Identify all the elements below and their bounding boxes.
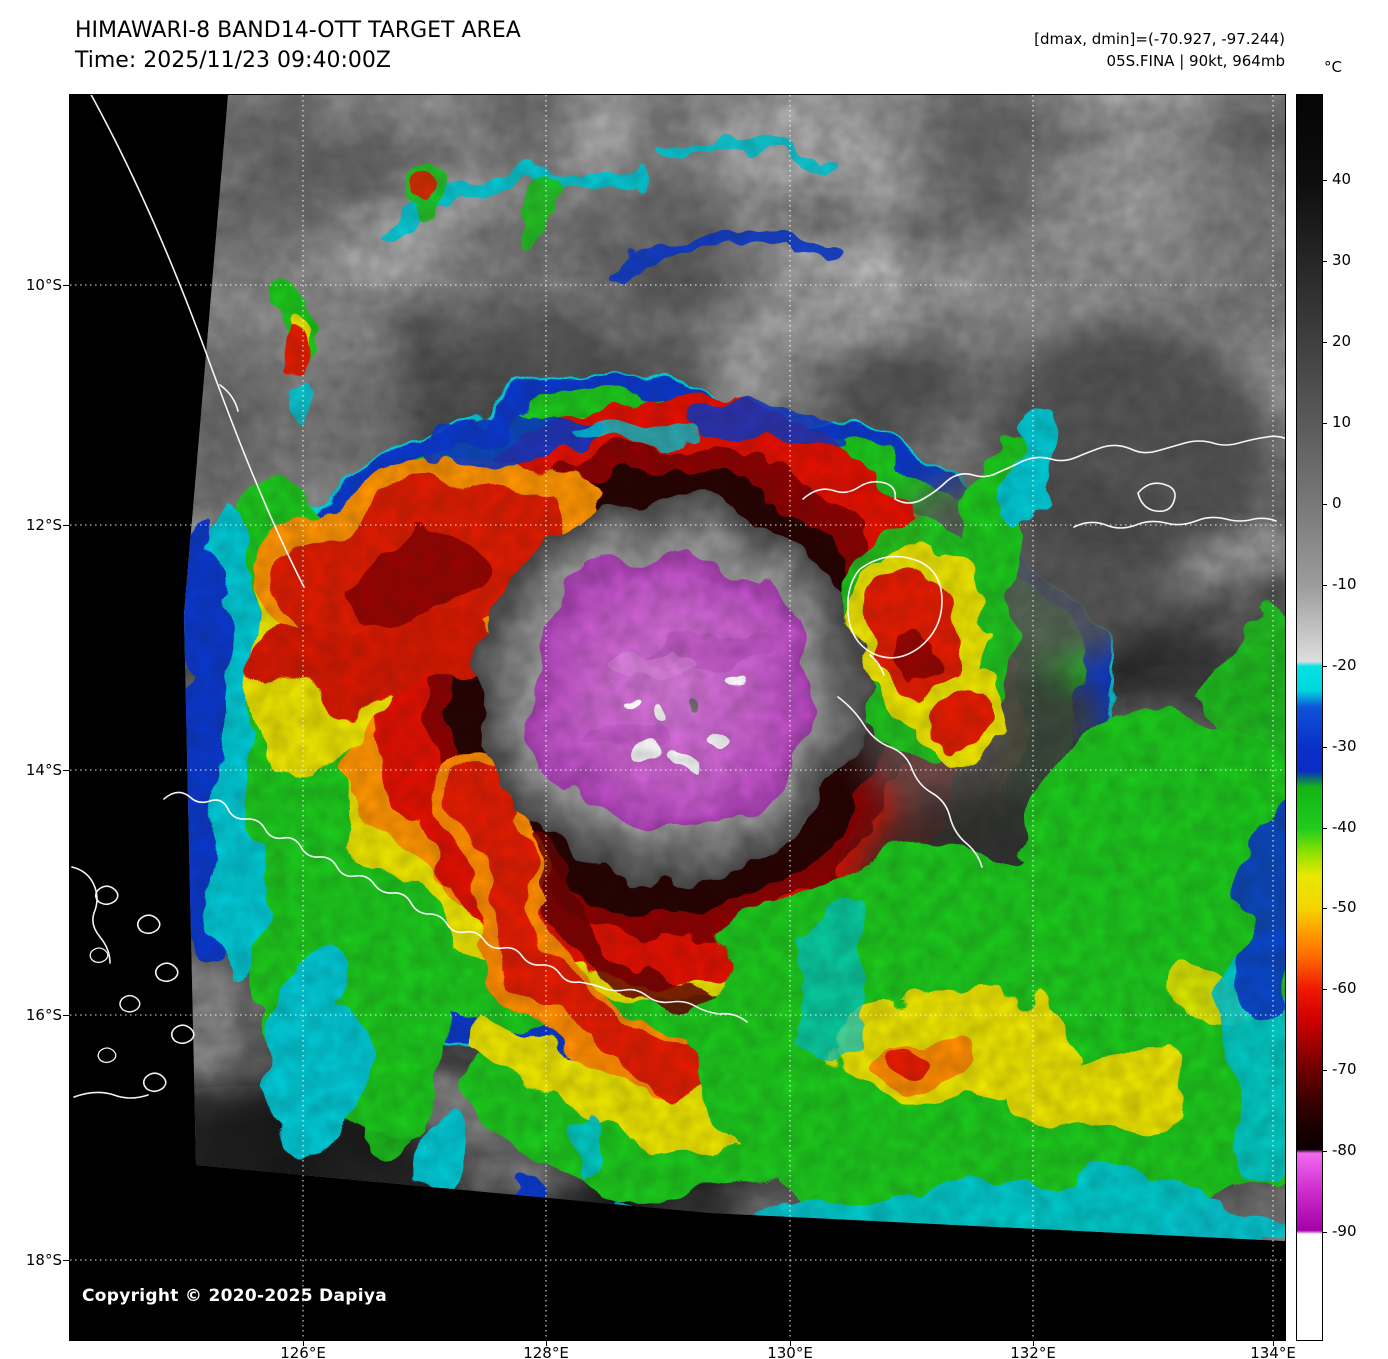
colorbar-tick	[1322, 1070, 1327, 1071]
lon-axis-label: 132°E	[1010, 1344, 1056, 1359]
colorbar-tick-label: 0	[1332, 494, 1342, 512]
lat-axis-label: 18°S	[25, 1251, 62, 1269]
colorbar-tick-label: -60	[1332, 979, 1357, 997]
colorbar-tick	[1322, 423, 1327, 424]
satellite-data-swath	[184, 95, 1285, 1241]
storm-info: 05S.FINA | 90kt, 964mb	[1106, 52, 1285, 70]
colorbar-tick-label: 10	[1332, 413, 1352, 431]
lat-tick	[63, 1015, 70, 1016]
lon-axis-label: 130°E	[767, 1344, 813, 1359]
lon-tick	[1033, 1340, 1034, 1346]
colorbar-tick	[1322, 908, 1327, 909]
colorbar-tick-label: -50	[1332, 898, 1357, 916]
colorbar-tick	[1322, 261, 1327, 262]
colorbar-tick-label: -20	[1332, 656, 1357, 674]
colorbar-tick-label: 20	[1332, 332, 1352, 350]
lat-axis-label: 16°S	[25, 1006, 62, 1024]
colorbar-tick-label: -10	[1332, 575, 1357, 593]
colorbar-tick-label: -70	[1332, 1060, 1357, 1078]
colorbar-tick-label: -90	[1332, 1222, 1357, 1240]
coastline-west-kimberley	[71, 866, 149, 1099]
colorbar-tick-label: 30	[1332, 251, 1352, 269]
dmax-dmin-readout: [dmax, dmin]=(-70.927, -97.244)	[1034, 30, 1285, 48]
lat-axis-label: 14°S	[25, 761, 62, 779]
lat-axis-label: 10°S	[25, 276, 62, 294]
island-hook	[1137, 482, 1176, 513]
lat-tick	[63, 525, 70, 526]
coastline-kimberley	[163, 791, 748, 1023]
lon-axis-label: 134°E	[1250, 1344, 1296, 1359]
coastlines	[71, 95, 1285, 1099]
colorbar-tick	[1322, 342, 1327, 343]
header-right-readouts: [dmax, dmin]=(-70.927, -97.244) 05S.FINA…	[1034, 28, 1285, 72]
coastline-timor	[90, 95, 305, 588]
lat-axis-label: 12°S	[25, 516, 62, 534]
colorbar-tick-label: -30	[1332, 737, 1357, 755]
lon-axis-label: 128°E	[523, 1344, 569, 1359]
island-melville	[846, 555, 943, 659]
colorbar-tick	[1322, 180, 1327, 181]
lon-axis-label: 126°E	[280, 1344, 326, 1359]
colorbar-tick	[1322, 747, 1327, 748]
colorbar-tick-label: -40	[1332, 818, 1357, 836]
colorbar-tick	[1322, 989, 1327, 990]
satellite-map: Copyright © 2020-2025 Dapiya	[69, 94, 1286, 1341]
colorbar-tick	[1322, 1151, 1327, 1152]
colorbar-tick	[1322, 666, 1327, 667]
lon-tick	[546, 1340, 547, 1346]
satellite-image	[70, 95, 1285, 1340]
colorbar-tick	[1322, 1232, 1327, 1233]
colorbar-tick	[1322, 828, 1327, 829]
copyright-watermark: Copyright © 2020-2025 Dapiya	[82, 1286, 387, 1306]
coastline-top-end	[837, 654, 983, 868]
lon-tick	[790, 1340, 791, 1346]
colorbar-tick	[1322, 585, 1327, 586]
plot-title: HIMAWARI-8 BAND14-OTT TARGET AREA	[75, 18, 521, 43]
colorbar	[1296, 94, 1323, 1341]
lon-tick	[303, 1340, 304, 1346]
coastline-tiwi-north-australia	[802, 435, 1285, 504]
plot-timestamp: Time: 2025/11/23 09:40:00Z	[75, 48, 391, 73]
lon-tick	[1273, 1340, 1274, 1346]
lat-tick	[63, 770, 70, 771]
colorbar-tick-label: -80	[1332, 1141, 1357, 1159]
lat-tick	[63, 285, 70, 286]
colorbar-tick	[1322, 504, 1327, 505]
colorbar-unit-label: °C	[1324, 58, 1342, 76]
lat-tick	[63, 1260, 70, 1261]
colorbar-tick-label: 40	[1332, 170, 1352, 188]
